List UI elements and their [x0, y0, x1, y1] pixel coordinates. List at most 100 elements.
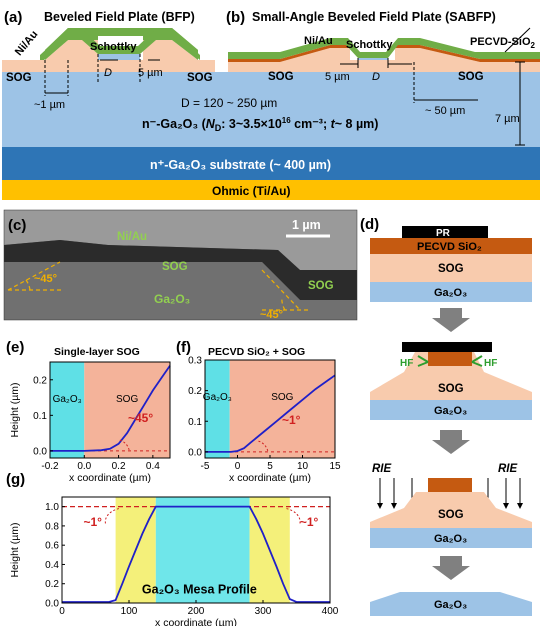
chart-title: Ga₂O₃ Mesa Profile	[142, 582, 257, 596]
sem-sog-right-label: SOG	[308, 280, 334, 292]
step2-ga2o3-label: Ga₂O₃	[434, 405, 467, 417]
angle-arc	[257, 440, 269, 452]
x-axis-label: x coordinate (µm)	[155, 617, 237, 626]
arrow-2	[432, 430, 470, 454]
panel-a-dim-5um: 5 µm	[138, 67, 163, 79]
sem-ga2o3-label: Ga₂O₃	[154, 292, 190, 306]
sabfp-pecvd-layer-right	[395, 45, 540, 62]
dimension-lines	[44, 27, 531, 146]
step3-ga2o3-label: Ga₂O₃	[434, 533, 467, 545]
panel-b-dim-50um: ~ 50 µm	[425, 105, 465, 117]
panel-b-pecvd-label: PECVD-SiO2	[470, 36, 536, 50]
step3-sog	[370, 492, 532, 528]
x-tick-label: 15	[329, 461, 341, 472]
region-0	[50, 362, 85, 458]
x-tick-label: 0	[235, 461, 241, 472]
step4-ga2o3	[370, 592, 532, 616]
step3-rie-right: RIE	[498, 463, 518, 475]
hf-arrows	[417, 355, 483, 367]
panel-letter: (e)	[6, 339, 24, 356]
step1-ga2o3-label: Ga₂O₃	[434, 287, 467, 299]
angle-annotation-right: ~1°	[300, 515, 319, 529]
panel-b-title: Small-Angle Beveled Field Plate (SABFP)	[252, 10, 496, 24]
x-tick-label: 0.0	[77, 461, 91, 472]
y-tick-label: 0.1	[188, 417, 202, 428]
region-1	[84, 362, 170, 458]
step2-hf-left: HF	[400, 358, 413, 369]
step2-pr	[402, 342, 492, 352]
x-tick-label: 0	[59, 606, 65, 617]
angle-annotation: ~1°	[282, 413, 301, 427]
x-axis-label: x coordinate (µm)	[69, 472, 151, 484]
bfp-schottky-gap	[98, 54, 140, 60]
chart-title: Single-layer SOG	[54, 346, 140, 358]
x-tick-label: 400	[322, 606, 339, 617]
y-tick-label: 0.6	[45, 541, 59, 552]
sem-angle-left-label: ~45°	[34, 273, 57, 285]
y-tick-label: 1.0	[45, 502, 59, 513]
bfp-sog-layer	[2, 40, 215, 72]
sem-metal-label: Ni/Au	[117, 231, 147, 243]
region-label: SOG	[271, 392, 293, 403]
chart-e: -0.2 0.0 0.2 0.40.00.10.2x coordinate (µm)H…	[6, 339, 171, 484]
angle-arc-left	[104, 508, 120, 525]
sem-angle-lines	[7, 261, 310, 311]
panel-a-sog-right: SOG	[187, 72, 213, 84]
step2-sog-label: SOG	[438, 383, 464, 395]
step2-hf-right: HF	[484, 358, 497, 369]
y-tick-label: 0.8	[45, 521, 59, 532]
step1-sog-label: SOG	[438, 263, 464, 275]
sem-image-border	[3, 209, 358, 321]
chart-title: PECVD SiO₂ + SOG	[208, 346, 305, 358]
y-tick-label: 0.4	[45, 560, 59, 571]
y-tick-label: 0.2	[45, 579, 59, 590]
step1-sog	[370, 254, 532, 282]
ohmic-label: Ohmic (Ti/Au)	[212, 184, 290, 198]
panel-b-dim-d: D	[372, 71, 380, 83]
x-tick-label: 0.4	[146, 461, 160, 472]
y-tick-label: 0.2	[33, 375, 47, 386]
x-tick-label: 10	[297, 461, 309, 472]
arrow-3	[432, 556, 470, 580]
step2-ga2o3	[370, 400, 532, 420]
step2-pecvd	[428, 352, 472, 366]
step3-ga2o3	[370, 528, 532, 548]
panel-b-sog-left: SOG	[268, 71, 294, 83]
x-tick-label: -5	[201, 461, 210, 472]
x-tick-label: 0.2	[112, 461, 126, 472]
x-tick-label: -0.2	[41, 461, 59, 472]
angle-arc-right	[286, 508, 301, 525]
plot-frame	[49, 361, 171, 459]
y-tick-label: 0.3	[188, 356, 202, 367]
bfp-metal-shape	[40, 31, 200, 60]
y-tick-label: 0.1	[33, 411, 47, 422]
panel-b-dim-7um: 7 µm	[495, 113, 520, 125]
panel-c-letter: (c)	[8, 217, 26, 234]
y-tick-label: 0.0	[33, 446, 47, 457]
panel-b-dim-5um: 5 µm	[325, 71, 350, 83]
series-line-0	[205, 374, 336, 453]
sem-image-panel: (c) 1 µm Ni/Au SOG SOG Ga₂O₃ ~45° ~45°	[3, 209, 358, 321]
x-tick-label: 300	[255, 606, 272, 617]
angle-arc	[118, 439, 130, 451]
panel-a-schottky-label: Schottky	[90, 41, 137, 53]
panel-b-sog-right: SOG	[458, 71, 484, 83]
step4-ga2o3-label: Ga₂O₃	[434, 599, 467, 611]
process-flow-panel: (d) PR PECVD SiO₂ SOG Ga₂O₃ HF HF SOG Ga…	[360, 216, 532, 616]
d-range-label: D = 120 ~ 250 µm	[181, 96, 277, 110]
series-line-0	[62, 505, 330, 603]
panel-a-dim-d: D	[104, 67, 112, 79]
n-minus-ga2o3-layer	[2, 72, 540, 148]
arrow-1	[432, 308, 470, 332]
panel-letter: (f)	[176, 339, 191, 356]
y-tick-label: 0.0	[45, 599, 59, 610]
sabfp-metal-shape	[228, 38, 540, 59]
region-label: Ga₂O₃	[53, 394, 82, 405]
sabfp-schottky-gap	[358, 58, 388, 60]
region-1	[155, 497, 250, 603]
sem-scale-label: 1 µm	[292, 218, 321, 232]
step3-sog-label: SOG	[438, 509, 464, 521]
x-tick-label: 5	[267, 461, 273, 472]
panel-b-schottky-label: Schottky	[346, 39, 393, 51]
